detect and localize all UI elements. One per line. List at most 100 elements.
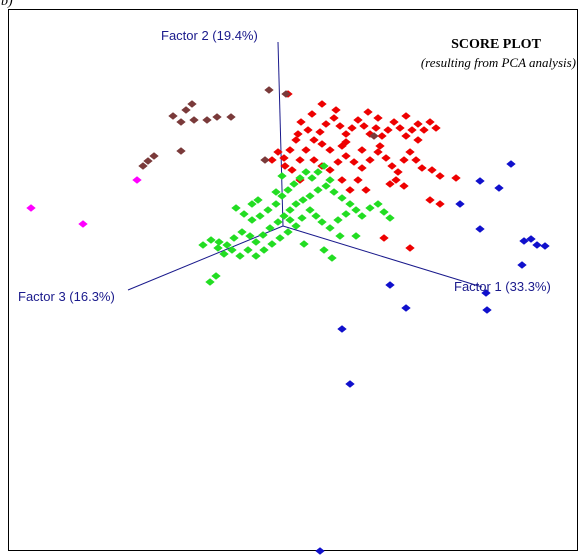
score-point-brown [264, 86, 274, 94]
score-point-green [365, 204, 375, 212]
score-point-red [307, 110, 317, 118]
score-point-green [325, 224, 335, 232]
score-point-red [301, 146, 311, 154]
score-point-red [365, 156, 375, 164]
score-point-red [425, 118, 435, 126]
score-point-red [425, 196, 435, 204]
score-point-green [265, 224, 275, 232]
score-point-brown [281, 90, 291, 98]
score-point-green [311, 212, 321, 220]
score-point-red [407, 126, 417, 134]
score-point-red [309, 136, 319, 144]
score-point-red [395, 124, 405, 132]
score-point-red [381, 154, 391, 162]
score-point-red [321, 120, 331, 128]
score-point-red [295, 156, 305, 164]
score-point-green [222, 241, 232, 249]
score-point-red [335, 122, 345, 130]
score-point-green [237, 228, 247, 236]
score-point-green [243, 246, 253, 254]
score-point-brown [189, 116, 199, 124]
score-point-green [247, 216, 257, 224]
score-point-green [255, 212, 265, 220]
score-point-red [317, 100, 327, 108]
score-point-green [231, 204, 241, 212]
score-point-green [213, 244, 223, 252]
score-point-green [291, 222, 301, 230]
score-point-green [285, 206, 295, 214]
score-point-magenta [26, 204, 36, 212]
score-point-red [419, 126, 429, 134]
score-point-red [337, 142, 347, 150]
factor-1-label: Factor 1 (33.3%) [454, 279, 551, 294]
score-point-red [373, 148, 383, 156]
factor-2-label: Factor 2 (19.4%) [161, 28, 258, 43]
score-point-blue [481, 289, 491, 297]
score-point-green [297, 214, 307, 222]
score-point-red [333, 158, 343, 166]
score-point-brown [176, 118, 186, 126]
score-point-green [206, 236, 216, 244]
score-point-green [301, 168, 311, 176]
score-point-blue [482, 306, 492, 314]
score-point-red [303, 126, 313, 134]
score-point-green [235, 252, 245, 260]
score-point-red [280, 162, 290, 170]
score-point-red [309, 156, 319, 164]
score-point-green [283, 228, 293, 236]
score-point-green [285, 216, 295, 224]
score-point-green [275, 234, 285, 242]
score-point-red [317, 140, 327, 148]
score-point-blue [337, 325, 347, 333]
score-point-green [337, 194, 347, 202]
score-point-green [214, 238, 224, 246]
score-point-green [298, 196, 308, 204]
score-point-green [283, 186, 293, 194]
score-point-brown [149, 152, 159, 160]
score-point-red [296, 118, 306, 126]
score-point-brown [226, 113, 236, 121]
score-point-magenta [132, 176, 142, 184]
score-point-magenta [78, 220, 88, 228]
score-point-blue [401, 304, 411, 312]
score-point-green [299, 240, 309, 248]
score-point-red [325, 166, 335, 174]
score-point-red [293, 130, 303, 138]
score-point-red [353, 116, 363, 124]
score-point-green [258, 231, 268, 239]
score-point-green [251, 238, 261, 246]
factor-1-axis-line [282, 225, 483, 288]
score-point-brown [138, 162, 148, 170]
points-layer [26, 86, 550, 555]
score-point-brown [369, 132, 379, 140]
score-point-blue [475, 225, 485, 233]
score-point-red [431, 124, 441, 132]
score-point-blue [494, 184, 504, 192]
score-point-red [353, 176, 363, 184]
score-point-red [405, 148, 415, 156]
score-point-red [405, 244, 415, 252]
score-point-green [239, 210, 249, 218]
score-point-green [205, 278, 215, 286]
score-point-green [245, 232, 255, 240]
score-point-blue [475, 177, 485, 185]
score-point-red [273, 148, 283, 156]
score-point-red [389, 118, 399, 126]
score-point-red [349, 158, 359, 166]
score-point-green [327, 254, 337, 262]
score-point-red [383, 126, 393, 134]
score-point-red [401, 132, 411, 140]
score-point-red [385, 180, 395, 188]
score-point-red [375, 142, 385, 150]
score-point-blue [532, 241, 542, 249]
score-point-red [371, 124, 381, 132]
score-point-brown [143, 157, 153, 165]
score-point-red [413, 120, 423, 128]
score-point-red [363, 108, 373, 116]
plot-frame [8, 9, 578, 551]
score-point-green [335, 232, 345, 240]
score-point-green [273, 218, 283, 226]
score-point-green [267, 240, 277, 248]
score-point-blue [455, 200, 465, 208]
factor-3-label: Factor 3 (16.3%) [18, 289, 115, 304]
